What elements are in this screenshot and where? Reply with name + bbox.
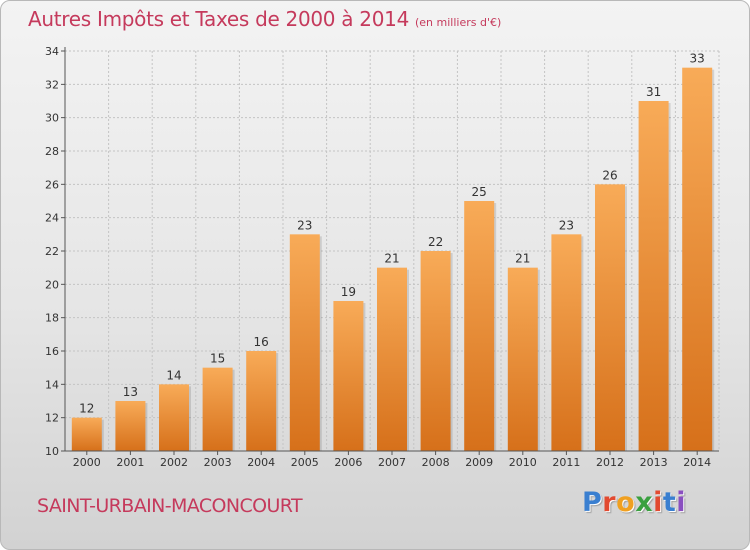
bar-value-label: 21	[384, 252, 399, 266]
bar-value-label: 16	[254, 335, 269, 349]
bar	[246, 351, 277, 451]
bar	[638, 101, 669, 451]
x-tick-label: 2013	[640, 456, 668, 469]
y-tick-label: 32	[45, 78, 59, 91]
x-tick-label: 2008	[422, 456, 450, 469]
x-tick-label: 2009	[465, 456, 493, 469]
bar	[507, 267, 538, 451]
chart-title-text: Autres Impôts et Taxes de 2000 à 2014	[28, 7, 409, 31]
y-tick-label: 26	[45, 178, 59, 191]
bar-value-label: 13	[123, 385, 138, 399]
bar-value-label: 19	[341, 285, 356, 299]
bar	[420, 251, 451, 451]
x-tick-label: 2012	[596, 456, 624, 469]
bar	[289, 234, 320, 451]
bar	[202, 367, 233, 451]
bar	[682, 67, 713, 452]
y-tick-label: 14	[45, 378, 59, 391]
proxiti-logo[interactable]: Proxiti	[582, 487, 687, 518]
bar-value-label: 25	[472, 185, 487, 199]
x-tick-label: 2014	[683, 456, 711, 469]
bar	[71, 417, 102, 451]
bar	[377, 267, 407, 451]
bar-value-label: 31	[646, 85, 661, 99]
bar	[464, 201, 495, 451]
y-tick-label: 12	[45, 412, 59, 425]
y-tick-label: 22	[45, 245, 59, 258]
city-name: SAINT-URBAIN-MACONCOURT	[37, 495, 303, 517]
x-tick-label: 2011	[552, 456, 580, 469]
y-tick-label: 34	[45, 45, 59, 58]
chart-title: Autres Impôts et Taxes de 2000 à 2014 (en…	[28, 7, 501, 31]
bar-value-label: 14	[166, 368, 181, 382]
bar-value-label: 23	[297, 218, 312, 232]
bar-value-label: 23	[559, 218, 574, 232]
bar-value-label: 33	[690, 52, 705, 66]
x-tick-label: 2000	[73, 456, 101, 469]
x-tick-label: 2002	[160, 456, 188, 469]
bar	[595, 184, 625, 452]
bar-value-label: 22	[428, 235, 443, 249]
x-tick-label: 2001	[116, 456, 144, 469]
y-tick-label: 24	[45, 212, 59, 225]
y-tick-label: 18	[45, 312, 59, 325]
bar-value-label: 15	[210, 352, 225, 366]
x-tick-label: 2007	[378, 456, 406, 469]
y-tick-label: 16	[45, 345, 59, 358]
y-tick-label: 10	[45, 445, 59, 458]
bar-value-label: 21	[515, 252, 530, 266]
x-tick-label: 2003	[204, 456, 232, 469]
y-tick-label: 30	[45, 112, 59, 125]
bar	[551, 234, 582, 451]
bar-layer	[71, 67, 715, 452]
axis-layer: 10 12 14 16 18 20 22 24 26 28 30 32 34 12 2000 13 2001 14…	[45, 45, 719, 469]
bar	[115, 401, 146, 451]
x-tick-label: 2010	[509, 456, 537, 469]
x-tick-label: 2006	[334, 456, 362, 469]
bar-value-label: 26	[602, 168, 617, 182]
bar	[333, 301, 364, 451]
bar	[159, 384, 189, 451]
bar-value-label: 12	[79, 402, 94, 416]
y-tick-label: 28	[45, 145, 59, 158]
x-tick-label: 2004	[247, 456, 275, 469]
chart-unit: (en milliers d'€)	[415, 16, 502, 29]
x-tick-label: 2005	[291, 456, 319, 469]
y-tick-label: 20	[45, 278, 59, 291]
